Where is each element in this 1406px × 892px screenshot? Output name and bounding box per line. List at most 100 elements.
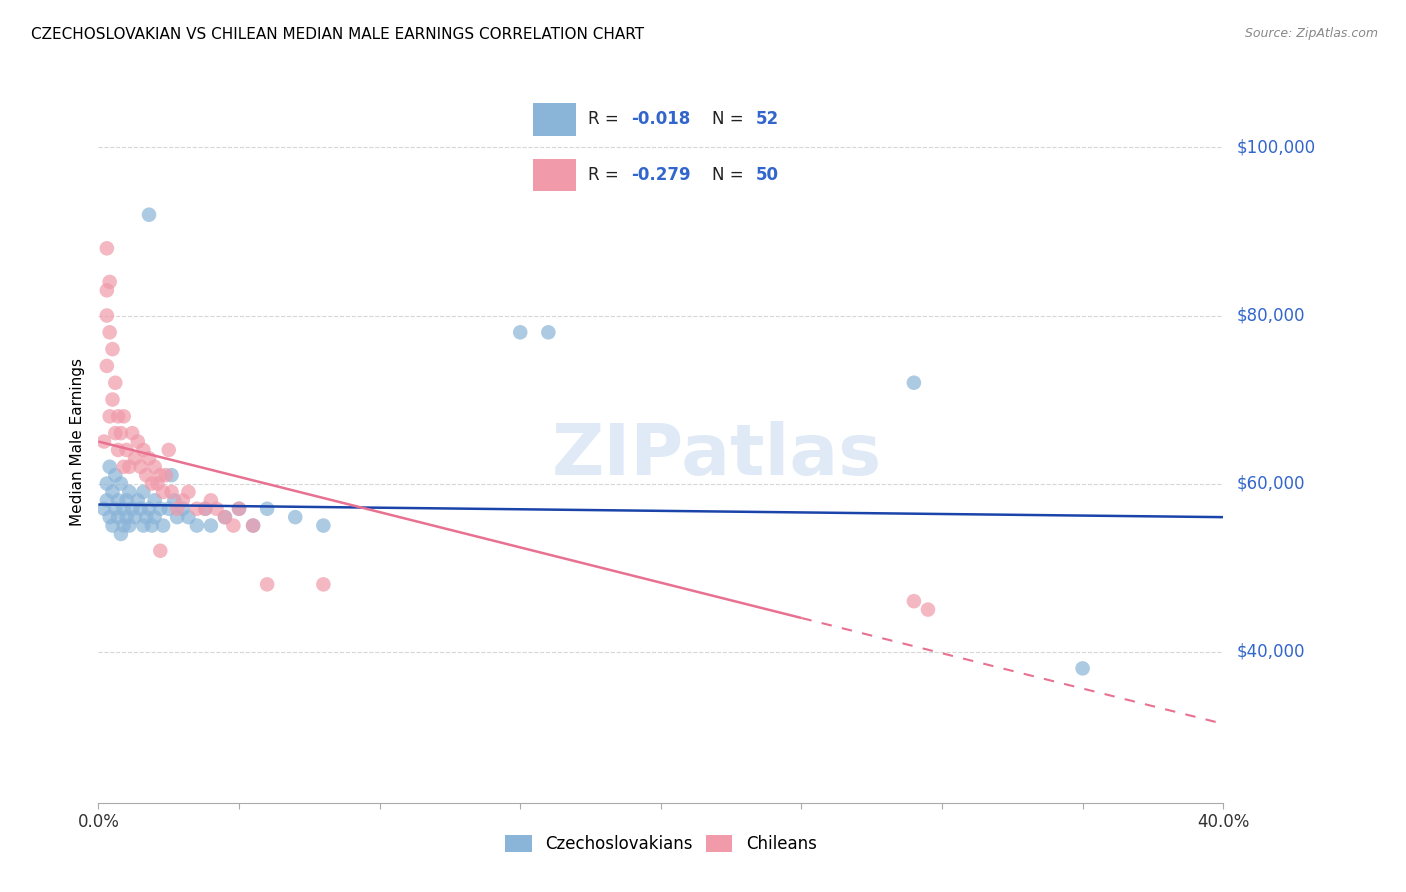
- Point: [112, 501, 135, 516]
- Point: [107, 493, 129, 508]
- Point: [200, 493, 222, 508]
- Point: [194, 501, 217, 516]
- Point: [124, 510, 146, 524]
- Point: [118, 459, 141, 474]
- Point: [104, 376, 127, 390]
- Point: [312, 577, 335, 591]
- Point: [110, 426, 132, 441]
- Point: [186, 501, 208, 516]
- Point: [177, 485, 200, 500]
- Point: [214, 510, 236, 524]
- Point: [132, 518, 155, 533]
- Point: [143, 510, 166, 524]
- Text: N =: N =: [711, 111, 749, 128]
- Point: [101, 342, 124, 356]
- Point: [93, 434, 115, 449]
- Point: [118, 485, 141, 500]
- Point: [141, 476, 163, 491]
- Point: [135, 468, 157, 483]
- Point: [129, 501, 152, 516]
- Point: [104, 468, 127, 483]
- Point: [96, 241, 118, 255]
- Point: [96, 309, 118, 323]
- Point: [214, 510, 236, 524]
- Point: [101, 518, 124, 533]
- Point: [155, 468, 177, 483]
- Point: [127, 434, 149, 449]
- Point: [172, 501, 194, 516]
- Point: [166, 501, 188, 516]
- Point: [107, 510, 129, 524]
- Point: [242, 518, 264, 533]
- Text: ZIPatlas: ZIPatlas: [553, 422, 882, 491]
- Point: [166, 510, 188, 524]
- Text: $100,000: $100,000: [1237, 138, 1316, 156]
- Text: R =: R =: [588, 166, 624, 184]
- Point: [101, 392, 124, 407]
- Point: [903, 376, 925, 390]
- Point: [200, 518, 222, 533]
- Point: [141, 518, 163, 533]
- Point: [149, 468, 172, 483]
- Text: 50: 50: [755, 166, 779, 184]
- Point: [149, 501, 172, 516]
- Point: [163, 493, 186, 508]
- Point: [96, 359, 118, 373]
- Bar: [533, 159, 576, 191]
- Point: [222, 518, 245, 533]
- Text: -0.018: -0.018: [631, 111, 690, 128]
- Point: [143, 459, 166, 474]
- Point: [121, 426, 143, 441]
- Point: [124, 451, 146, 466]
- Point: [107, 442, 129, 457]
- Point: [118, 518, 141, 533]
- Point: [96, 493, 118, 508]
- Point: [115, 510, 138, 524]
- Point: [157, 442, 180, 457]
- Text: $40,000: $40,000: [1237, 642, 1306, 661]
- Point: [104, 426, 127, 441]
- Point: [172, 493, 194, 508]
- Point: [917, 602, 939, 616]
- Point: [98, 510, 121, 524]
- Point: [127, 493, 149, 508]
- Point: [132, 485, 155, 500]
- Text: N =: N =: [711, 166, 749, 184]
- Legend: Czechoslovakians, Chileans: Czechoslovakians, Chileans: [498, 828, 824, 860]
- Text: 52: 52: [755, 111, 779, 128]
- Point: [129, 459, 152, 474]
- Point: [194, 501, 217, 516]
- Point: [98, 409, 121, 424]
- Point: [110, 476, 132, 491]
- Point: [177, 510, 200, 524]
- Point: [112, 518, 135, 533]
- Point: [121, 501, 143, 516]
- Point: [152, 485, 174, 500]
- Point: [110, 527, 132, 541]
- Point: [96, 476, 118, 491]
- Point: [205, 501, 228, 516]
- Bar: [533, 103, 576, 136]
- Point: [1071, 661, 1094, 675]
- Point: [98, 459, 121, 474]
- Point: [160, 468, 183, 483]
- Point: [143, 493, 166, 508]
- Point: [312, 518, 335, 533]
- Point: [112, 409, 135, 424]
- Point: [115, 442, 138, 457]
- Point: [112, 459, 135, 474]
- Point: [228, 501, 250, 516]
- Point: [101, 485, 124, 500]
- Point: [135, 510, 157, 524]
- Point: [256, 577, 278, 591]
- Point: [186, 518, 208, 533]
- Point: [138, 208, 160, 222]
- Point: [284, 510, 307, 524]
- Point: [138, 451, 160, 466]
- Point: [138, 501, 160, 516]
- Point: [98, 275, 121, 289]
- Point: [537, 326, 560, 340]
- Point: [146, 476, 169, 491]
- Point: [509, 326, 531, 340]
- Text: R =: R =: [588, 111, 624, 128]
